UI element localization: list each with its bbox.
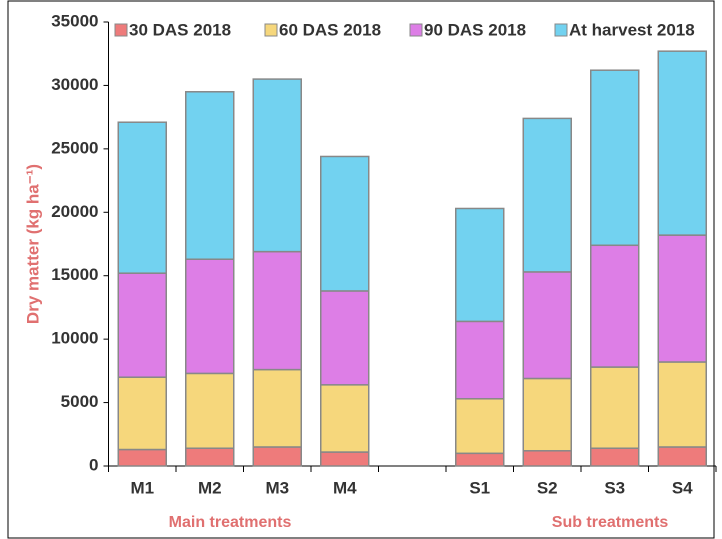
group-label: Main treatments (169, 514, 292, 531)
x-tick-label: S2 (537, 478, 558, 497)
legend-label: At harvest 2018 (569, 20, 695, 39)
bar-segment (117, 448, 167, 467)
y-tick-label: 35000 (51, 11, 98, 30)
bar-segment (590, 244, 640, 368)
x-tick-label: M1 (130, 478, 154, 497)
legend-label: 90 DAS 2018 (424, 20, 526, 39)
legend-label: 60 DAS 2018 (279, 20, 381, 39)
legend-swatch (264, 23, 278, 37)
bar-segment (320, 290, 370, 386)
x-tick-label: M3 (265, 478, 289, 497)
legend-swatch (554, 23, 568, 37)
bar-segment (185, 91, 235, 260)
x-tick-label: M4 (333, 478, 357, 497)
x-tick-label: S3 (604, 478, 625, 497)
bar-segment (252, 250, 302, 371)
bar-segment (117, 376, 167, 451)
bar-segment (455, 207, 505, 323)
legend-swatch (114, 23, 128, 37)
bar-segment (522, 117, 572, 273)
bar-segment (657, 234, 707, 363)
x-tick-label: S4 (672, 478, 693, 497)
bar-segment (657, 50, 707, 236)
bar-segment (252, 446, 302, 467)
bar-segment (252, 368, 302, 448)
bar-segment (185, 372, 235, 449)
bar-segment (590, 447, 640, 467)
y-tick-label: 20000 (51, 202, 98, 221)
y-tick-label: 0 (89, 455, 98, 474)
bar-segment (185, 447, 235, 467)
bar-segment (185, 258, 235, 375)
bar-segment (117, 272, 167, 378)
bar-segment (117, 121, 167, 274)
legend-swatch (409, 23, 423, 37)
bar-segment (320, 384, 370, 453)
y-axis-label: Dry matter (kg ha⁻¹) (23, 164, 42, 324)
y-tick-label: 15000 (51, 265, 98, 284)
y-tick-label: 10000 (51, 329, 98, 348)
y-tick-label: 5000 (61, 392, 99, 411)
y-tick-label: 30000 (51, 75, 98, 94)
frame (7, 0, 715, 539)
bar-segment (522, 450, 572, 467)
bar-segment (320, 451, 370, 467)
bar-segment (590, 69, 640, 247)
bar-segment (455, 320, 505, 400)
bar-segment (590, 366, 640, 449)
bar-segment (455, 452, 505, 467)
bar-segment (522, 271, 572, 380)
bar-segment (455, 398, 505, 455)
group-label: Sub treatments (552, 514, 669, 531)
y-tick-label: 25000 (51, 138, 98, 157)
bar-segment (320, 155, 370, 292)
bar-segment (522, 377, 572, 452)
x-tick-label: M2 (198, 478, 222, 497)
bar-segment (657, 361, 707, 448)
legend-label: 30 DAS 2018 (129, 20, 231, 39)
x-tick-label: S1 (469, 478, 490, 497)
bar-segment (252, 78, 302, 253)
bar-segment (657, 446, 707, 467)
